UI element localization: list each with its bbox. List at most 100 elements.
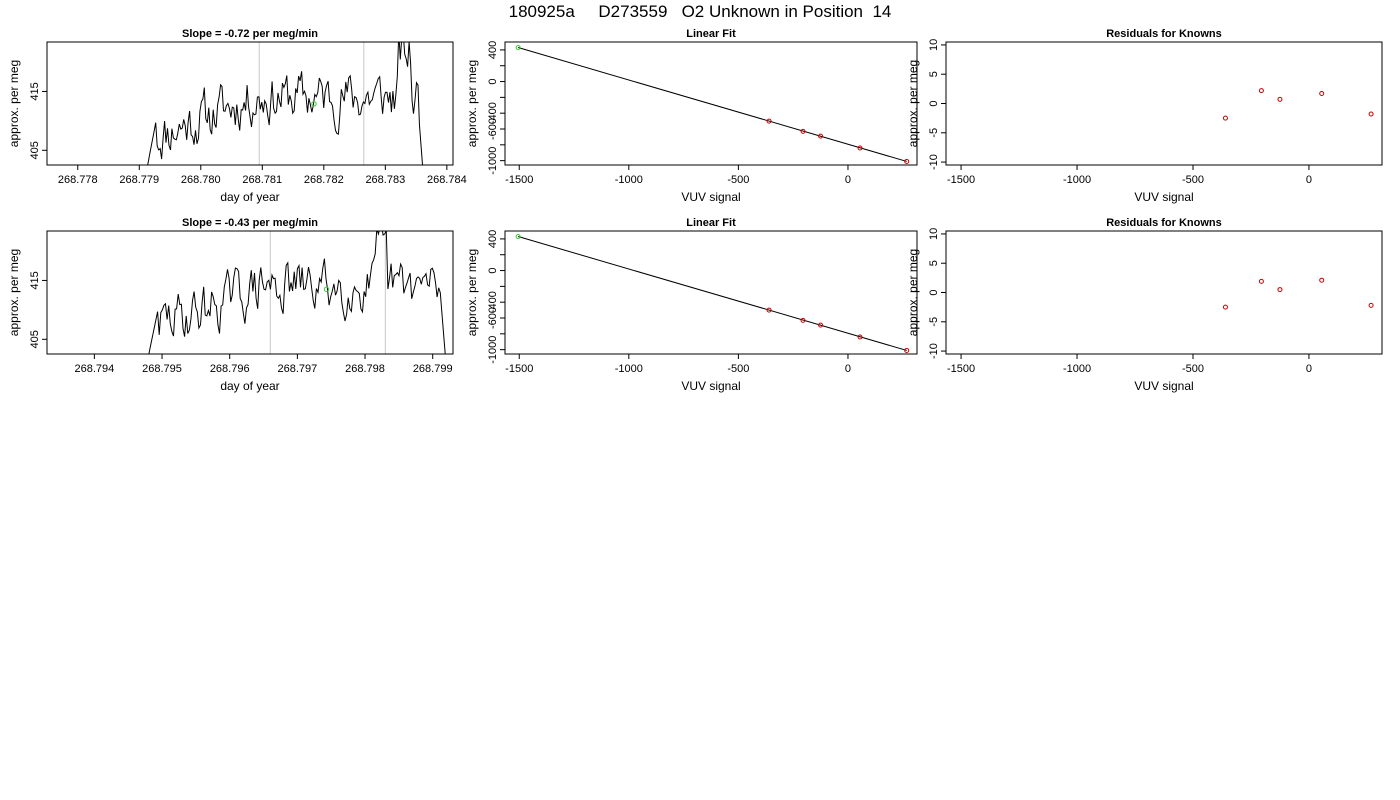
known-point (904, 347, 910, 353)
y-tick-label: -1000 (487, 336, 499, 364)
x-tick-label: -1000 (615, 174, 643, 186)
x-tick-label: 268.798 (345, 363, 385, 375)
fit-line (518, 47, 907, 162)
x-tick-label: -500 (727, 363, 749, 375)
y-axis-label: approx. per meg (465, 249, 479, 336)
y-axis-label: approx. per meg (7, 60, 21, 147)
known-point (800, 317, 806, 323)
x-tick-label: -1500 (505, 363, 533, 375)
known-point (1222, 115, 1228, 121)
x-tick-label: -500 (1182, 363, 1204, 375)
panel-fit2: Linear Fit -1500 -1000 -500 0 -1000 -600-400 0 4… (465, 217, 918, 393)
y-tick-label: 10 (928, 39, 940, 51)
x-tick-label: -1000 (1063, 363, 1091, 375)
x-tick-label: -1000 (1063, 174, 1091, 186)
y-tick-label: -600 (487, 307, 499, 329)
panel-res2: Residuals for Knowns -1500 -1000 -500 0 -10 -5… (906, 217, 1383, 393)
x-tick-label: 0 (845, 174, 851, 186)
known-point (1277, 287, 1283, 293)
y-tick-label: 415 (29, 82, 41, 100)
x-tick-label: -500 (1182, 174, 1204, 186)
y-tick-label: -5 (928, 317, 940, 327)
panel-fit1: Linear Fit -1500 -1000 -500 0 -1000 -600-400 0 4… (465, 28, 918, 204)
panel-ts2: Slope = -0.43 per meg/min 268.794 268.795 2… (7, 217, 454, 393)
known-point (1222, 304, 1228, 310)
signal-line (147, 42, 424, 165)
fit-line (518, 236, 907, 351)
x-tick-label: 268.783 (365, 174, 405, 186)
y-axis-label: approx. per meg (906, 249, 920, 336)
known-point (800, 128, 806, 134)
y-tick-label: -10 (928, 154, 940, 170)
x-tick-label: 268.782 (304, 174, 344, 186)
y-tick-label: 10 (928, 228, 940, 240)
x-tick-label: -1500 (947, 363, 975, 375)
unknown-marker (311, 101, 317, 107)
y-tick-label: 400 (487, 230, 499, 248)
x-tick-label: 268.794 (74, 363, 114, 375)
x-tick-label: 0 (845, 363, 851, 375)
unknown-marker (323, 286, 330, 292)
known-point (857, 334, 863, 340)
x-tick-label: -1500 (505, 174, 533, 186)
x-axis-label: VUV signal (681, 190, 740, 204)
unknown-point (515, 234, 521, 240)
y-tick-label: 0 (487, 78, 499, 84)
plot-frame (945, 41, 1383, 166)
y-tick-label: 5 (928, 260, 940, 266)
y-tick-label: 5 (928, 71, 940, 77)
x-tick-label: -1000 (615, 363, 643, 375)
y-tick-label: 400 (487, 41, 499, 59)
known-point (766, 307, 772, 313)
y-tick-label: 0 (928, 289, 940, 295)
known-point (1319, 91, 1325, 97)
chart-title: Residuals for Knowns (1106, 217, 1222, 229)
plot-frame (945, 230, 1383, 355)
x-tick-label: 268.796 (210, 363, 250, 375)
x-tick-label: 268.780 (181, 174, 221, 186)
known-point (1319, 277, 1325, 283)
y-axis-label: approx. per meg (465, 60, 479, 147)
panel-res1: Residuals for Knowns -1500 -1000 -500 0 -10 -5… (906, 28, 1383, 204)
known-point (904, 158, 910, 164)
x-axis-label: VUV signal (1134, 190, 1193, 204)
x-tick-label: 268.778 (58, 174, 98, 186)
y-tick-label: -10 (928, 343, 940, 359)
known-point (1258, 278, 1264, 284)
x-tick-label: 0 (1306, 174, 1312, 186)
known-point (766, 118, 772, 124)
known-point (1368, 302, 1374, 308)
y-tick-label: 0 (487, 267, 499, 273)
x-axis-label: VUV signal (1134, 379, 1193, 393)
y-tick-label: -600 (487, 118, 499, 140)
x-tick-label: 268.797 (277, 363, 317, 375)
x-axis-label: day of year (220, 190, 279, 204)
unknown-point (515, 45, 521, 51)
y-axis-label: approx. per meg (7, 249, 21, 336)
x-tick-label: 268.781 (242, 174, 282, 186)
y-tick-label: 405 (29, 330, 41, 348)
chart-title: Slope = -0.43 per meg/min (182, 217, 318, 229)
y-tick-label: -1000 (487, 147, 499, 175)
y-tick-label: -400 (487, 102, 499, 124)
chart-title: Slope = -0.72 per meg/min (182, 28, 318, 40)
known-point (818, 322, 824, 328)
x-tick-label: 268.779 (119, 174, 159, 186)
y-tick-label: 415 (29, 271, 41, 289)
known-point (1258, 88, 1264, 94)
x-tick-label: 268.784 (427, 174, 467, 186)
x-tick-label: 268.799 (413, 363, 453, 375)
x-tick-label: -1500 (947, 174, 975, 186)
x-tick-label: -500 (727, 174, 749, 186)
panel-ts1: Slope = -0.72 per meg/min 268.778 268.779 2… (7, 28, 467, 204)
known-point (857, 145, 863, 151)
plot-frame (46, 230, 454, 355)
x-tick-label: 268.795 (142, 363, 182, 375)
signal-line (148, 231, 446, 354)
x-tick-label: 0 (1306, 363, 1312, 375)
chart-title: Linear Fit (686, 28, 736, 40)
chart-title: Residuals for Knowns (1106, 28, 1222, 40)
known-point (1277, 96, 1283, 102)
known-point (818, 133, 824, 139)
